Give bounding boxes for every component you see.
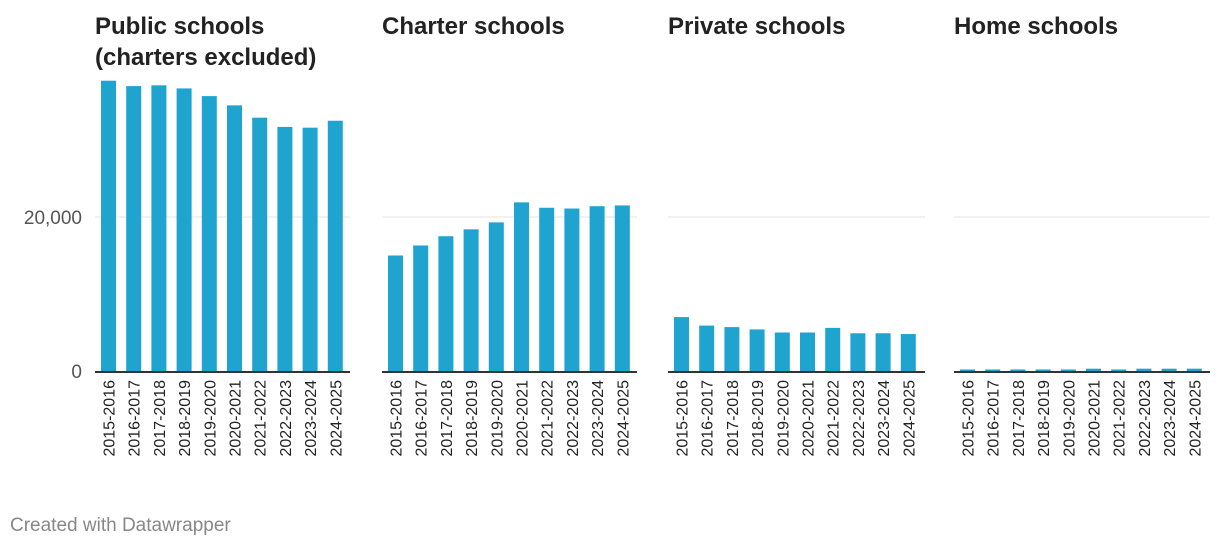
bar [388,255,403,371]
x-tick-label: 2018-2019 [464,380,481,457]
x-tick-label: 2016-2017 [127,380,144,457]
bar [327,120,343,371]
y-tick-label: 0 [71,362,82,383]
bar [960,369,975,371]
bar [1136,368,1152,371]
bar [614,205,630,371]
x-tick-label: 2016-2017 [414,380,431,457]
bar [985,369,1001,371]
bar [1060,369,1076,371]
x-tick-label: 2016-2017 [700,380,717,457]
panel-title: Home schools [954,13,1118,40]
bar [589,206,605,371]
x-tick-label: 2023-2024 [303,380,320,457]
x-tick-label: 2017-2018 [1011,380,1028,457]
bar [1111,369,1127,371]
bar [564,208,580,371]
bar [176,88,192,371]
x-tick-label: 2023-2024 [1162,380,1179,457]
x-tick-label: 2022-2023 [1137,380,1154,457]
x-tick-label: 2017-2018 [439,380,456,457]
x-tick-label: 2017-2018 [152,380,169,457]
x-tick-label: 2023-2024 [876,380,893,457]
x-tick-label: 2015-2016 [102,380,119,457]
bar [774,332,790,371]
bar [1035,369,1051,371]
x-tick-label: 2021-2022 [253,380,270,457]
x-tick-label: 2018-2019 [750,380,767,457]
bar [227,105,242,371]
x-tick-label: 2019-2020 [1061,380,1078,457]
x-tick-label: 2018-2019 [177,380,194,457]
x-tick-label: 2016-2017 [986,380,1003,457]
x-tick-label: 2022-2023 [851,380,868,457]
bar [252,117,268,371]
bar [302,127,318,372]
bar [463,229,479,371]
bar [126,86,142,371]
x-tick-label: 2015-2016 [961,380,978,457]
bar [438,236,454,371]
datawrapper-credit[interactable]: Created with Datawrapper [10,515,231,536]
bar [1010,369,1026,371]
x-tick-label: 2015-2016 [389,380,406,457]
bar [413,245,429,371]
bar [1161,368,1177,371]
bar [699,325,715,371]
bar [850,333,866,371]
bar [1086,368,1101,371]
x-tick-label: 2015-2016 [675,380,692,457]
bar [151,85,167,371]
bar [488,222,504,371]
y-tick-label: 20,000 [24,208,82,229]
x-tick-label: 2020-2021 [515,380,532,457]
x-tick-label: 2021-2022 [540,380,557,457]
bar [800,332,815,371]
bar [674,317,689,371]
bar [900,334,916,371]
x-tick-label: 2022-2023 [278,380,295,457]
bar [201,96,217,372]
x-tick-label: 2021-2022 [1112,380,1129,457]
bar [875,333,891,371]
x-tick-label: 2020-2021 [1087,380,1104,457]
x-tick-label: 2024-2025 [615,380,632,457]
panel-title: Private schools [668,13,845,40]
x-tick-label: 2020-2021 [801,380,818,457]
bar [101,80,116,372]
x-tick-label: 2018-2019 [1036,380,1053,457]
x-tick-label: 2017-2018 [725,380,742,457]
x-tick-label: 2024-2025 [901,380,918,457]
x-tick-label: 2024-2025 [1187,380,1204,457]
bar [1186,368,1202,371]
panel-title: Charter schools [382,13,565,40]
x-tick-label: 2019-2020 [775,380,792,457]
bar [749,329,765,371]
bar [539,207,555,371]
bar [724,327,740,371]
panel-title: (charters excluded) [95,44,316,71]
x-tick-label: 2022-2023 [565,380,582,457]
x-tick-label: 2023-2024 [590,380,607,457]
panel-title: Public schools [95,13,264,40]
x-tick-label: 2019-2020 [202,380,219,457]
bar [825,327,841,371]
x-tick-label: 2020-2021 [228,380,245,457]
x-tick-label: 2024-2025 [328,380,345,457]
x-tick-label: 2021-2022 [826,380,843,457]
bar [277,126,293,371]
x-tick-label: 2019-2020 [489,380,506,457]
bar [514,202,529,371]
